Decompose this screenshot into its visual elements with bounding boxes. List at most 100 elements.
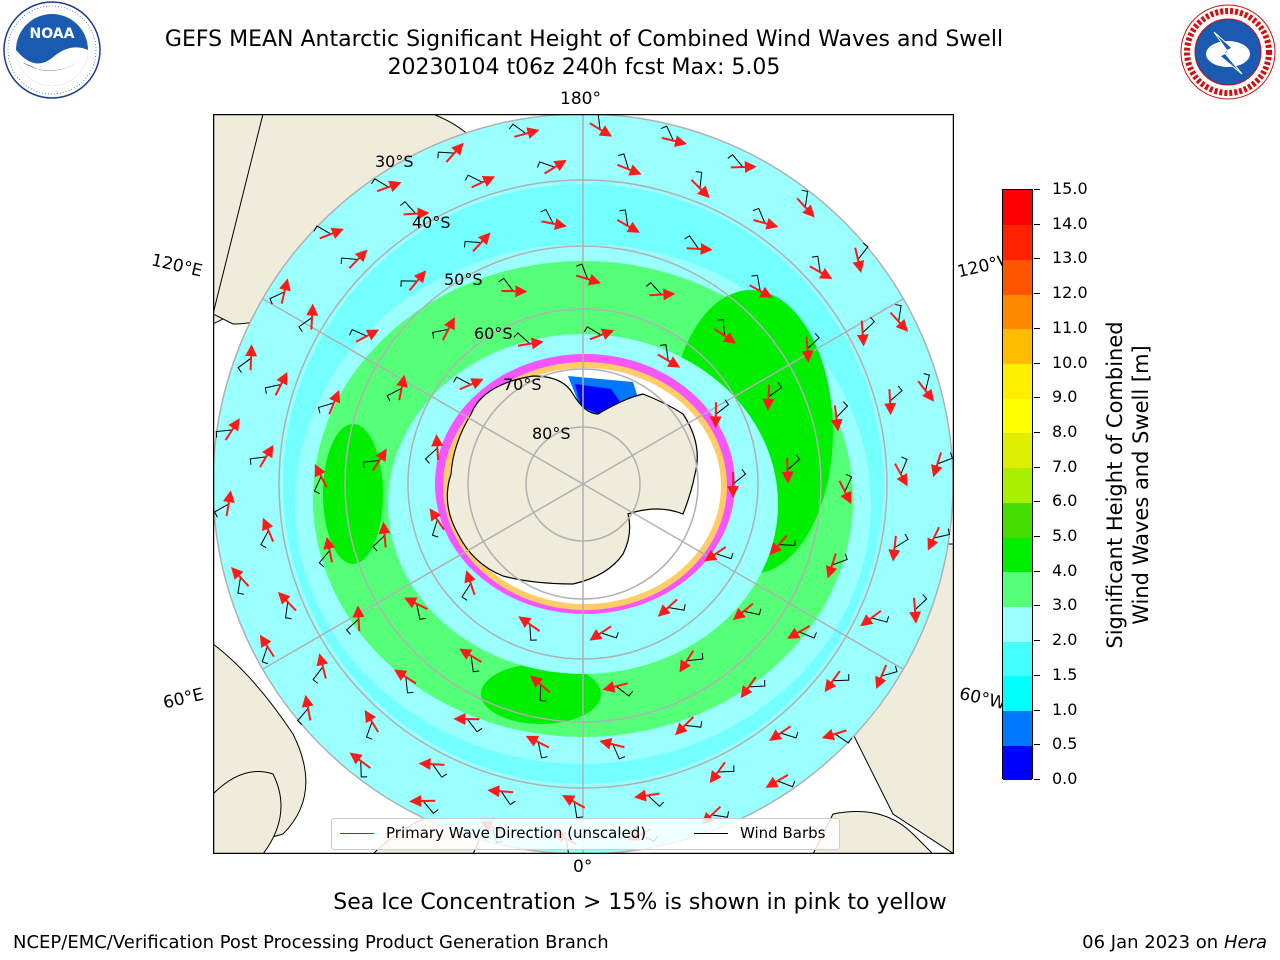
wave-direction-arrow: [274, 371, 288, 396]
wind-barb: [539, 684, 547, 702]
lat-label-40s: 40°S: [412, 213, 451, 232]
wave-direction-arrow: [472, 232, 491, 253]
wind-barb: [895, 304, 902, 322]
wave-direction-arrow: [349, 752, 371, 769]
wind-barb: [711, 811, 730, 818]
colorbar-tick-label: 14.0: [1052, 213, 1088, 233]
wave-direction-arrow: [825, 553, 838, 579]
wind-barb: [832, 674, 850, 682]
legend-label-wave-direction: Primary Wave Direction (unscaled): [386, 824, 647, 842]
colorbar-tick-label: 15.0: [1052, 179, 1088, 198]
wave-direction-arrow: [378, 521, 391, 548]
colorbar-label: Significant Height of Combined Wind Wave…: [1102, 285, 1154, 685]
wave-direction-arrow: [931, 452, 943, 478]
colorbar-label-line1: Significant Height of Combined: [1103, 321, 1127, 649]
wind-barb: [684, 721, 703, 728]
wind-barb: [894, 533, 909, 549]
wave-direction-arrow: [732, 602, 754, 621]
colorbar-tick-label: 0.0: [1052, 769, 1078, 788]
wind-barb: [400, 280, 418, 287]
wave-direction-arrow: [884, 389, 897, 416]
wind-barb: [318, 550, 330, 568]
wave-direction-arrow: [541, 218, 567, 230]
colorbar-tick: [1034, 605, 1040, 607]
wind-barb: [695, 171, 703, 189]
colorbar-tick: [1034, 536, 1040, 538]
colorbar-segment: [1003, 328, 1032, 365]
colorbar-tick-label: 2.0: [1052, 630, 1078, 650]
wave-direction-arrow: [364, 709, 380, 733]
wind-barb: [349, 329, 367, 337]
wind-barb: [249, 456, 267, 465]
wind-barb: [540, 208, 554, 224]
lat-label-70s: 70°S: [503, 375, 542, 394]
colorbar-tick-label: 11.0: [1052, 317, 1088, 337]
wave-direction-arrow: [352, 605, 365, 632]
wave-direction-arrow: [224, 418, 240, 441]
wind-barb: [313, 225, 332, 235]
wind-barb: [260, 530, 269, 549]
madagascar: [213, 771, 282, 854]
wind-barb: [811, 255, 821, 273]
wave-direction-arrow: [617, 163, 642, 176]
colorbar-segment: [1003, 467, 1032, 503]
wind-barb: [498, 277, 514, 292]
legend-item-wave-direction: Primary Wave Direction (unscaled): [340, 824, 646, 842]
wave-direction-arrow: [909, 597, 922, 624]
wave-direction-arrow: [518, 616, 541, 632]
wind-barb: [743, 608, 762, 616]
wave-direction-arrow: [762, 384, 775, 411]
wave-direction-arrow: [404, 597, 428, 610]
wind-barb: [508, 123, 527, 135]
colorbar-tick: [1034, 640, 1040, 642]
wind-barb: [801, 189, 809, 208]
wind-barb: [215, 429, 233, 438]
wave-direction-arrow: [403, 207, 430, 220]
wind-barb: [424, 447, 438, 464]
wind-barb: [844, 473, 853, 492]
colorbar: [1002, 189, 1033, 781]
wind-barb: [422, 800, 439, 814]
wave-direction-arrow: [634, 789, 660, 802]
colorbar-tick-label: 1.0: [1052, 699, 1078, 719]
wind-barb: [340, 257, 358, 265]
legend-swatch-wind-barbs: [694, 832, 728, 834]
wind-barb: [857, 242, 869, 260]
wind-barb: [576, 263, 589, 280]
nws-logo: [1180, 4, 1276, 100]
wind-barb: [431, 519, 439, 538]
lat-label-60s: 60°S: [474, 324, 513, 343]
wave-direction-arrow: [838, 480, 852, 505]
lat-label-30s: 30°S: [375, 152, 414, 171]
legend-label-wind-barbs: Wind Barbs: [740, 824, 826, 842]
wind-barb: [362, 459, 380, 469]
wave-direction-arrow: [376, 180, 402, 193]
wave-direction-arrow: [487, 785, 514, 798]
wave-direction-arrow: [856, 320, 869, 347]
wave-direction-arrow: [393, 669, 417, 685]
wind-barb: [264, 384, 282, 394]
colorbar-tick-label: 10.0: [1052, 352, 1088, 372]
wave-direction-arrow: [355, 329, 380, 343]
wave-direction-arrow: [753, 217, 779, 230]
wind-barb: [923, 373, 931, 391]
wind-barb: [461, 583, 472, 601]
lat-label-50s: 50°S: [444, 270, 483, 289]
wind-barb: [836, 401, 849, 418]
wave-direction-arrow: [306, 303, 319, 330]
wave-direction-arrow: [459, 378, 484, 391]
wind-barb: [717, 319, 726, 336]
colorbar-tick-label: 7.0: [1052, 456, 1078, 476]
chart-subtitle: 20230104 t06z 240h fcst Max: 5.05: [387, 55, 781, 80]
wave-direction-arrow: [616, 219, 640, 233]
wave-direction-arrow: [575, 273, 602, 286]
wind-barb: [937, 452, 954, 465]
wave-direction-arrow: [501, 285, 528, 298]
footer-branch: NCEP/EMC/Verification Post Processing Pr…: [13, 932, 609, 953]
wave-direction-arrow: [471, 176, 496, 189]
wave-direction-arrow: [657, 598, 678, 617]
colorbar-tick: [1034, 779, 1040, 780]
lat-label-80s: 80°S: [532, 424, 571, 443]
wave-direction-arrow: [690, 179, 710, 199]
